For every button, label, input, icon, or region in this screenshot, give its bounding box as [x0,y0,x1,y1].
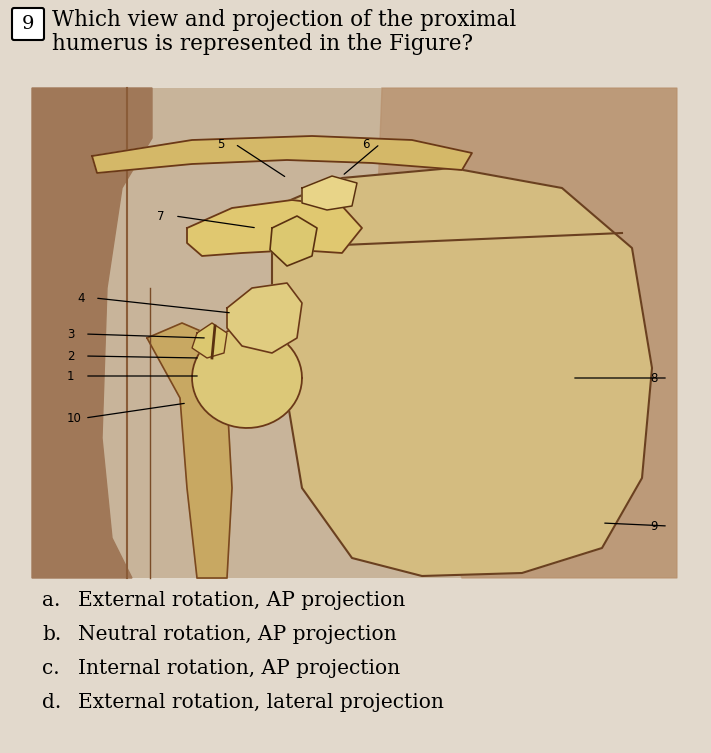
Text: 1: 1 [67,370,75,383]
Text: 7: 7 [157,209,164,222]
Polygon shape [147,323,232,578]
Polygon shape [270,216,317,266]
Polygon shape [192,328,302,428]
Text: 8: 8 [650,371,658,385]
Text: 3: 3 [67,328,75,340]
Text: 9: 9 [650,520,658,532]
Bar [32,88,677,578]
Text: External rotation, AP projection: External rotation, AP projection [78,590,405,609]
Text: 4: 4 [77,291,85,304]
Text: 6: 6 [362,138,370,151]
Text: c.: c. [42,659,60,678]
Text: Which view and projection of the proximal: Which view and projection of the proxima… [52,9,516,31]
Polygon shape [32,88,152,578]
Text: 5: 5 [217,138,225,151]
Text: 9: 9 [22,15,34,33]
Polygon shape [272,168,652,576]
Text: b.: b. [42,626,61,645]
Polygon shape [227,283,302,353]
Polygon shape [187,200,362,256]
Polygon shape [302,176,357,210]
Text: External rotation, lateral projection: External rotation, lateral projection [78,694,444,712]
Text: d.: d. [42,694,61,712]
Polygon shape [372,88,677,578]
Text: Neutral rotation, AP projection: Neutral rotation, AP projection [78,626,397,645]
Text: 10: 10 [67,411,82,425]
Text: humerus is represented in the Figure?: humerus is represented in the Figure? [52,33,473,55]
Polygon shape [92,136,472,173]
FancyBboxPatch shape [12,8,44,40]
Polygon shape [192,323,227,358]
Text: 2: 2 [67,349,75,362]
Text: Internal rotation, AP projection: Internal rotation, AP projection [78,659,400,678]
Text: a.: a. [42,590,60,609]
